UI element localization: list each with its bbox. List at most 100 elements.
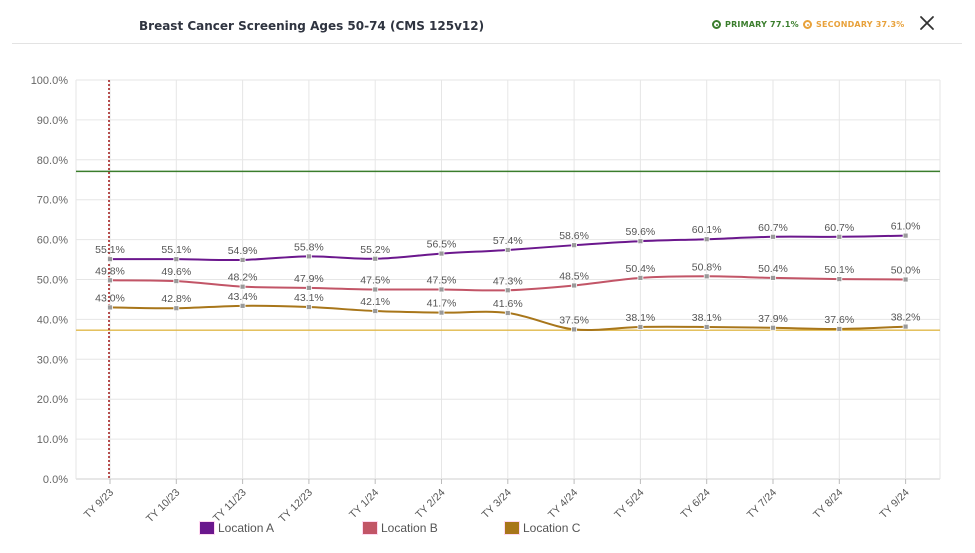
data-label: 61.0% bbox=[891, 221, 921, 233]
data-label: 38.2% bbox=[891, 312, 921, 324]
legend-item[interactable]: Location B bbox=[362, 520, 438, 536]
data-label: 50.4% bbox=[758, 263, 788, 275]
x-tick-label: TY 6/24 bbox=[678, 487, 712, 521]
data-label: 55.1% bbox=[161, 244, 191, 256]
legend-swatch bbox=[504, 521, 520, 535]
data-point bbox=[703, 273, 710, 280]
legend-label: Location A bbox=[218, 521, 275, 535]
x-tick-label: TY 12/23 bbox=[277, 487, 316, 526]
data-label: 60.7% bbox=[758, 222, 788, 234]
data-label: 47.5% bbox=[427, 274, 457, 286]
data-label: 47.5% bbox=[360, 274, 390, 286]
data-label: 55.8% bbox=[294, 241, 324, 253]
y-tick-label: 40.0% bbox=[37, 314, 68, 326]
data-label: 38.1% bbox=[626, 312, 656, 324]
data-label: 50.1% bbox=[824, 264, 854, 276]
close-icon[interactable] bbox=[917, 13, 937, 33]
x-tick-label: TY 10/23 bbox=[144, 487, 183, 526]
data-label: 55.2% bbox=[360, 244, 390, 256]
legend-label: Location C bbox=[523, 521, 581, 535]
secondary-goal-label: SECONDARY 37.3% bbox=[816, 20, 905, 29]
data-label: 54.9% bbox=[228, 245, 258, 257]
data-label: 57.4% bbox=[493, 235, 523, 247]
data-point bbox=[770, 233, 776, 240]
data-label: 43.4% bbox=[228, 291, 258, 303]
x-tick-label: TY 3/24 bbox=[480, 487, 514, 521]
data-point bbox=[571, 242, 577, 249]
target-icon bbox=[803, 20, 812, 29]
data-point bbox=[504, 287, 511, 294]
y-tick-label: 0.0% bbox=[43, 474, 68, 486]
data-label: 38.1% bbox=[692, 312, 722, 324]
data-point bbox=[239, 302, 246, 309]
y-tick-label: 60.0% bbox=[37, 235, 68, 247]
y-tick-label: 10.0% bbox=[37, 434, 68, 446]
data-point bbox=[372, 308, 379, 314]
data-point bbox=[504, 247, 511, 253]
x-tick-label: TY 5/24 bbox=[612, 487, 646, 521]
data-label: 49.6% bbox=[161, 266, 191, 278]
data-label: 59.6% bbox=[626, 226, 656, 238]
y-tick-label: 70.0% bbox=[37, 195, 68, 207]
data-point bbox=[637, 275, 644, 281]
data-label: 47.9% bbox=[294, 273, 324, 285]
data-label: 37.9% bbox=[758, 313, 788, 325]
data-label: 49.8% bbox=[95, 265, 125, 277]
data-label: 60.1% bbox=[692, 224, 722, 236]
data-point bbox=[836, 326, 843, 332]
data-label: 43.0% bbox=[95, 292, 125, 304]
data-point bbox=[571, 326, 577, 333]
data-label: 50.8% bbox=[692, 261, 722, 273]
data-point bbox=[239, 257, 246, 263]
x-tick-label: TY 9/23 bbox=[82, 487, 116, 521]
y-tick-label: 80.0% bbox=[37, 155, 68, 167]
data-point bbox=[107, 256, 113, 263]
data-label: 41.6% bbox=[493, 298, 523, 310]
data-point bbox=[305, 304, 312, 310]
data-point bbox=[902, 232, 909, 239]
data-point bbox=[305, 284, 312, 291]
data-label: 56.5% bbox=[427, 239, 457, 251]
data-point bbox=[173, 305, 180, 312]
data-label: 58.6% bbox=[559, 230, 589, 242]
data-label: 50.0% bbox=[891, 265, 921, 277]
x-tick-label: TY 11/23 bbox=[211, 487, 249, 525]
data-point bbox=[637, 238, 644, 245]
data-point bbox=[902, 276, 909, 283]
data-label: 37.5% bbox=[559, 314, 589, 326]
y-tick-label: 50.0% bbox=[37, 275, 68, 287]
data-point bbox=[703, 324, 710, 330]
data-label: 41.7% bbox=[427, 298, 457, 310]
x-tick-label: TY 7/24 bbox=[745, 487, 779, 521]
data-label: 55.1% bbox=[95, 244, 125, 256]
data-point bbox=[703, 236, 710, 243]
data-label: 48.2% bbox=[228, 272, 258, 284]
data-label: 37.6% bbox=[824, 314, 854, 326]
primary-goal-badge: PRIMARY 77.1% bbox=[712, 20, 799, 29]
y-tick-label: 100.0% bbox=[31, 75, 69, 87]
chart-header: Breast Cancer Screening Ages 50-74 (CMS … bbox=[0, 0, 975, 44]
data-label: 48.5% bbox=[559, 270, 589, 282]
legend-item[interactable]: Location C bbox=[504, 520, 580, 536]
data-point bbox=[770, 324, 776, 331]
data-point bbox=[438, 286, 445, 293]
x-tick-label: TY 4/24 bbox=[546, 487, 580, 521]
data-point bbox=[637, 324, 644, 330]
data-point bbox=[239, 283, 246, 290]
data-point bbox=[504, 310, 511, 316]
legend-item[interactable]: Location A bbox=[199, 520, 274, 536]
legend-swatch bbox=[199, 521, 215, 535]
data-label: 42.8% bbox=[161, 293, 191, 305]
data-label: 50.4% bbox=[626, 263, 656, 275]
y-tick-label: 30.0% bbox=[37, 354, 68, 366]
data-point bbox=[107, 277, 113, 284]
data-point bbox=[305, 253, 312, 260]
data-point bbox=[372, 286, 379, 293]
legend-swatch bbox=[362, 521, 378, 535]
y-tick-label: 90.0% bbox=[37, 115, 68, 127]
secondary-goal-badge: SECONDARY 37.3% bbox=[803, 20, 904, 29]
data-point bbox=[438, 309, 445, 316]
data-point bbox=[571, 282, 577, 289]
x-tick-label: TY 9/24 bbox=[877, 487, 911, 521]
